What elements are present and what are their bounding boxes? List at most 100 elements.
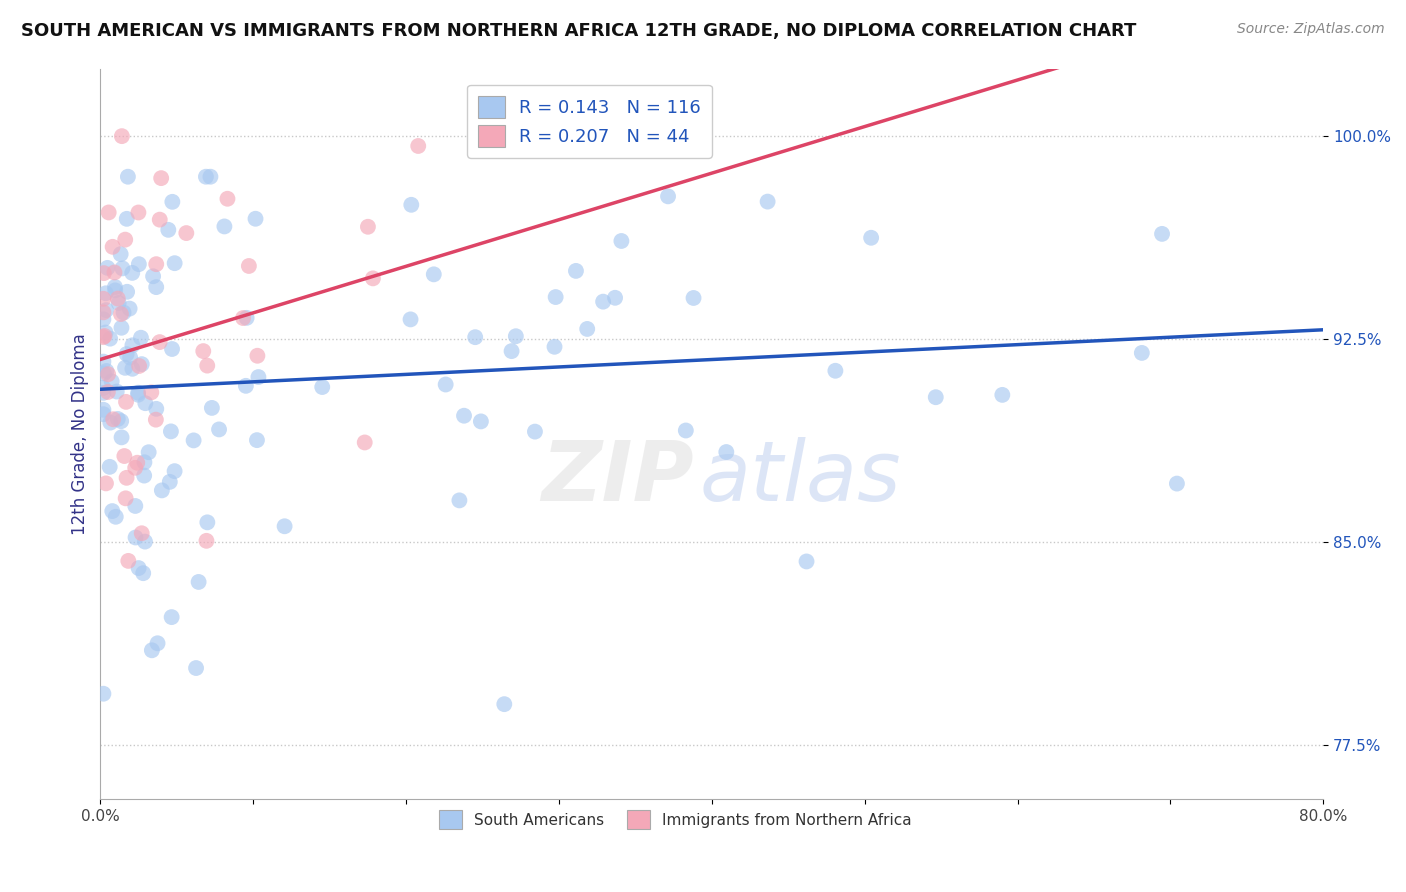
Point bbox=[107, 412, 129, 426]
Point bbox=[124, 499, 146, 513]
Point bbox=[406, 139, 429, 153]
Point bbox=[94, 326, 117, 340]
Point bbox=[115, 211, 138, 226]
Point bbox=[96, 364, 118, 378]
Point bbox=[163, 256, 186, 270]
Point bbox=[991, 388, 1014, 402]
Point bbox=[543, 340, 565, 354]
Point bbox=[124, 531, 146, 545]
Point bbox=[361, 271, 384, 285]
Point bbox=[208, 422, 231, 436]
Point bbox=[93, 385, 115, 400]
Point bbox=[98, 332, 121, 346]
Point bbox=[146, 636, 169, 650]
Legend: South Americans, Immigrants from Northern Africa: South Americans, Immigrants from Norther… bbox=[433, 805, 918, 835]
Point bbox=[98, 459, 121, 474]
Point bbox=[214, 219, 236, 234]
Point bbox=[235, 379, 257, 393]
Point bbox=[134, 468, 156, 483]
Point bbox=[232, 311, 254, 326]
Point bbox=[399, 312, 422, 326]
Point bbox=[124, 460, 146, 475]
Point bbox=[118, 301, 141, 316]
Point bbox=[98, 416, 121, 430]
Point bbox=[160, 425, 183, 439]
Point bbox=[96, 303, 118, 318]
Point bbox=[565, 264, 588, 278]
Point bbox=[94, 476, 117, 491]
Point bbox=[401, 198, 423, 212]
Point bbox=[128, 257, 150, 271]
Point bbox=[246, 349, 269, 363]
Point bbox=[115, 395, 138, 409]
Point bbox=[195, 533, 218, 548]
Point bbox=[235, 310, 257, 325]
Point bbox=[128, 561, 150, 575]
Point bbox=[117, 554, 139, 568]
Point bbox=[114, 233, 136, 247]
Point bbox=[247, 370, 270, 384]
Point bbox=[127, 205, 149, 219]
Point bbox=[142, 269, 165, 284]
Point bbox=[127, 388, 149, 402]
Point bbox=[176, 226, 198, 240]
Point bbox=[93, 305, 115, 319]
Point bbox=[183, 434, 205, 448]
Point bbox=[127, 456, 149, 470]
Point bbox=[110, 430, 132, 444]
Point bbox=[115, 347, 138, 361]
Point bbox=[162, 194, 184, 209]
Text: Source: ZipAtlas.com: Source: ZipAtlas.com bbox=[1237, 22, 1385, 37]
Point bbox=[134, 534, 156, 549]
Point bbox=[129, 331, 152, 345]
Point bbox=[107, 292, 129, 306]
Point bbox=[141, 643, 163, 657]
Point bbox=[132, 566, 155, 581]
Point bbox=[160, 342, 183, 356]
Point bbox=[860, 231, 883, 245]
Point bbox=[494, 697, 516, 711]
Point bbox=[96, 260, 118, 275]
Point bbox=[505, 329, 527, 343]
Point bbox=[145, 280, 167, 294]
Point bbox=[112, 449, 135, 463]
Point bbox=[464, 330, 486, 344]
Point bbox=[134, 455, 156, 469]
Point bbox=[93, 407, 115, 421]
Point bbox=[756, 194, 779, 209]
Point bbox=[121, 361, 143, 376]
Point bbox=[796, 554, 818, 568]
Point bbox=[121, 338, 143, 352]
Point bbox=[104, 280, 127, 294]
Point bbox=[100, 375, 122, 389]
Point bbox=[93, 312, 115, 326]
Text: SOUTH AMERICAN VS IMMIGRANTS FROM NORTHERN AFRICA 12TH GRADE, NO DIPLOMA CORRELA: SOUTH AMERICAN VS IMMIGRANTS FROM NORTHE… bbox=[21, 22, 1136, 40]
Point bbox=[353, 435, 375, 450]
Point bbox=[93, 687, 115, 701]
Point bbox=[238, 259, 260, 273]
Point bbox=[603, 291, 626, 305]
Point bbox=[149, 212, 172, 227]
Point bbox=[195, 359, 218, 373]
Point bbox=[273, 519, 295, 533]
Point bbox=[1150, 227, 1173, 241]
Point bbox=[159, 475, 181, 489]
Point bbox=[824, 364, 846, 378]
Point bbox=[110, 320, 132, 334]
Point bbox=[160, 610, 183, 624]
Point bbox=[187, 574, 209, 589]
Point bbox=[193, 344, 215, 359]
Point bbox=[97, 368, 120, 382]
Point bbox=[150, 483, 173, 498]
Point bbox=[120, 351, 142, 365]
Point bbox=[184, 661, 207, 675]
Point bbox=[145, 401, 167, 416]
Point bbox=[105, 384, 128, 399]
Point bbox=[121, 266, 143, 280]
Point bbox=[523, 425, 546, 439]
Point bbox=[357, 219, 380, 234]
Point bbox=[101, 240, 124, 254]
Point bbox=[93, 354, 115, 368]
Point bbox=[110, 247, 132, 261]
Point bbox=[134, 396, 156, 410]
